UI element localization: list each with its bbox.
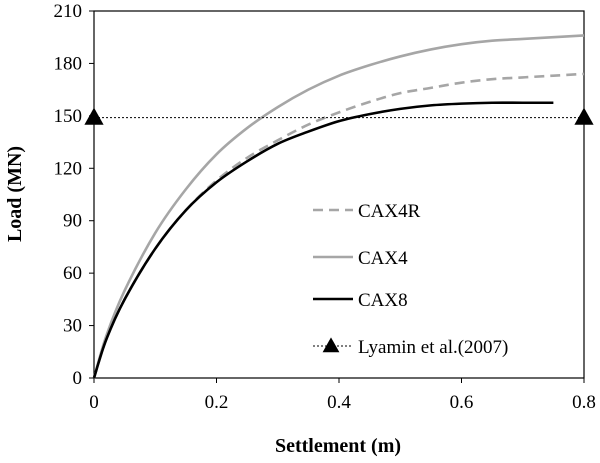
y-axis-title: Load (MN) — [4, 146, 26, 242]
y-tick-label: 210 — [54, 1, 83, 22]
x-tick-label: 0 — [89, 392, 99, 413]
legend-label-cax4: CAX4 — [358, 248, 408, 269]
series-line-cax4r — [92, 72, 585, 379]
legend-label-cax4r: CAX4R — [358, 201, 421, 222]
series-line-cax8 — [92, 101, 554, 379]
data-point-lyamin-et-al-2007 — [574, 107, 594, 125]
series-line-cax4 — [92, 34, 585, 379]
x-tick-label: 0.6 — [450, 392, 474, 413]
y-tick-label: 120 — [54, 158, 83, 179]
y-tick-label: 30 — [63, 316, 82, 337]
y-tick-label: 60 — [63, 263, 82, 284]
x-tick-label: 0.2 — [205, 392, 229, 413]
series-layer — [84, 34, 594, 379]
plot-frame — [93, 10, 585, 379]
x-tick-label: 0.4 — [327, 392, 351, 413]
y-tick-label: 150 — [54, 106, 83, 127]
y-tick-label: 0 — [73, 368, 83, 389]
tick-labels: 0 30 60 90 120 150 180 210 0 0.2 0.4 0.6 0.8 — [54, 1, 596, 413]
x-tick-label: 0.8 — [572, 392, 596, 413]
y-tick-label: 90 — [63, 211, 82, 232]
axes — [89, 10, 585, 383]
legend-marker-lyamin-et-al-2007 — [322, 337, 340, 353]
legend-label-lyamin-et-al-2007: Lyamin et al.(2007) — [358, 337, 508, 358]
x-axis-title: Settlement (m) — [275, 435, 401, 457]
legend-label-cax8: CAX8 — [358, 290, 408, 311]
y-tick-label: 180 — [54, 53, 83, 74]
data-point-lyamin-et-al-2007 — [84, 107, 104, 125]
legend: CAX4R CAX4 CAX8 Lyamin et al.(2007) — [313, 201, 508, 358]
